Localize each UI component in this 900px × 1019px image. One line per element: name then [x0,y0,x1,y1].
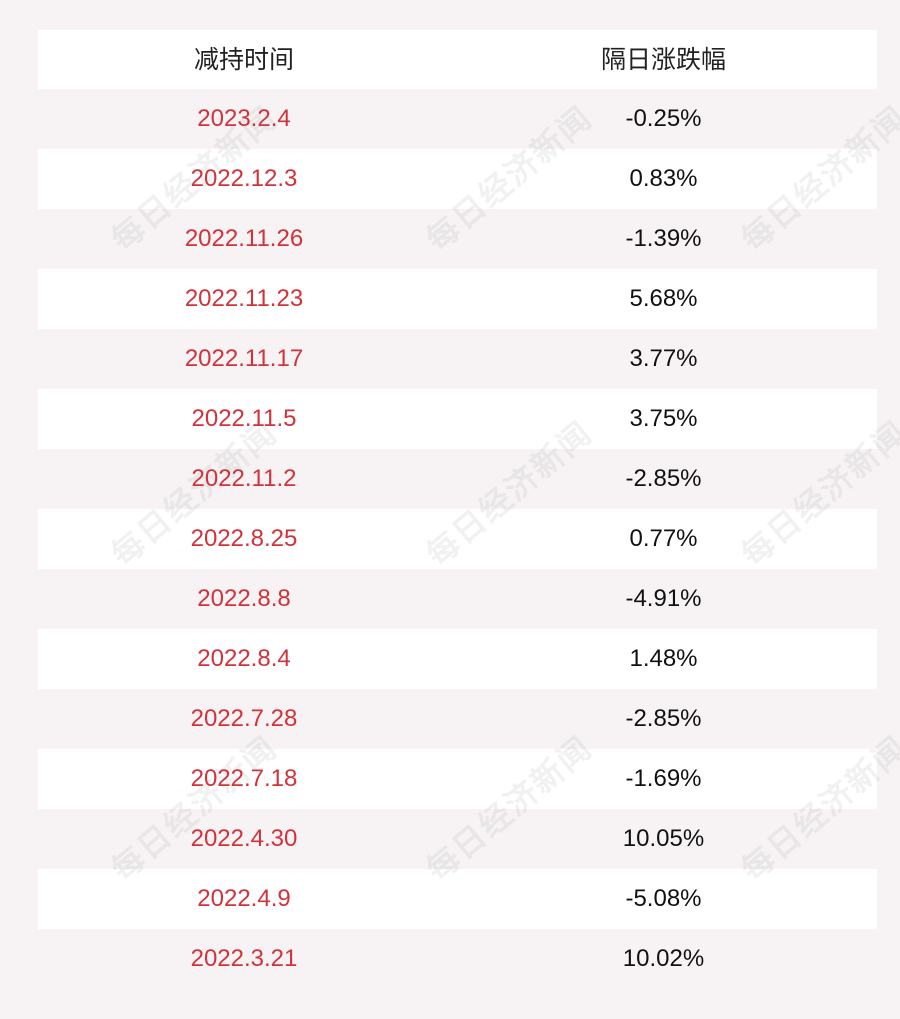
header-date: 减持时间 [193,45,294,74]
row-change: -1.69% [625,765,702,792]
row-date: 2022.3.21 [190,945,298,972]
row-date: 2023.2.4 [197,105,291,132]
table-row: 2022.8.8 -4.91% [38,569,877,629]
table-row: 2022.11.26 -1.39% [38,209,877,269]
row-change: -5.08% [625,885,702,912]
row-change: -0.25% [625,105,702,132]
row-change: 10.05% [622,825,705,852]
table-row: 2022.11.5 3.75% [38,389,877,449]
table-row: 2022.7.18 -1.69% [38,749,877,809]
header-change: 隔日涨跌幅 [600,45,726,74]
row-change: 1.48% [629,645,698,672]
row-change: 5.68% [629,285,698,312]
row-date: 2022.7.18 [190,765,298,792]
row-change: 3.77% [629,345,698,372]
table-row: 2022.12.3 0.83% [38,149,877,209]
row-change: 3.75% [629,405,698,432]
row-date: 2022.11.17 [184,345,304,372]
row-change: -2.85% [625,705,702,732]
row-date: 2022.8.4 [197,645,291,672]
table-header: 减持时间 隔日涨跌幅 [38,30,877,89]
table-row: 2022.4.9 -5.08% [38,869,877,929]
row-date: 2022.11.23 [184,285,304,312]
row-date: 2022.4.9 [197,885,291,912]
row-date: 2022.4.30 [190,825,298,852]
row-date: 2022.8.8 [197,585,291,612]
table-row: 2022.11.23 5.68% [38,269,877,329]
table-row: 2022.3.21 10.02% [38,929,877,989]
row-date: 2022.7.28 [190,705,298,732]
row-date: 2022.11.2 [191,465,297,492]
row-change: 10.02% [622,945,705,972]
row-date: 2022.8.25 [190,525,298,552]
row-date: 2022.11.5 [191,405,297,432]
row-date: 2022.12.3 [190,165,298,192]
data-table: 减持时间 隔日涨跌幅 2023.2.4 -0.25% 2022.12.3 0.8… [38,30,877,989]
row-change: 0.77% [629,525,698,552]
table-row: 2023.2.4 -0.25% [38,89,877,149]
row-change: -4.91% [625,585,702,612]
table-row: 2022.8.4 1.48% [38,629,877,689]
table-row: 2022.7.28 -2.85% [38,689,877,749]
row-date: 2022.11.26 [184,225,304,252]
row-change: -2.85% [625,465,702,492]
table-row: 2022.4.30 10.05% [38,809,877,869]
table-row: 2022.8.25 0.77% [38,509,877,569]
table-row: 2022.11.2 -2.85% [38,449,877,509]
table-row: 2022.11.17 3.77% [38,329,877,389]
row-change: -1.39% [625,225,702,252]
row-change: 0.83% [629,165,698,192]
